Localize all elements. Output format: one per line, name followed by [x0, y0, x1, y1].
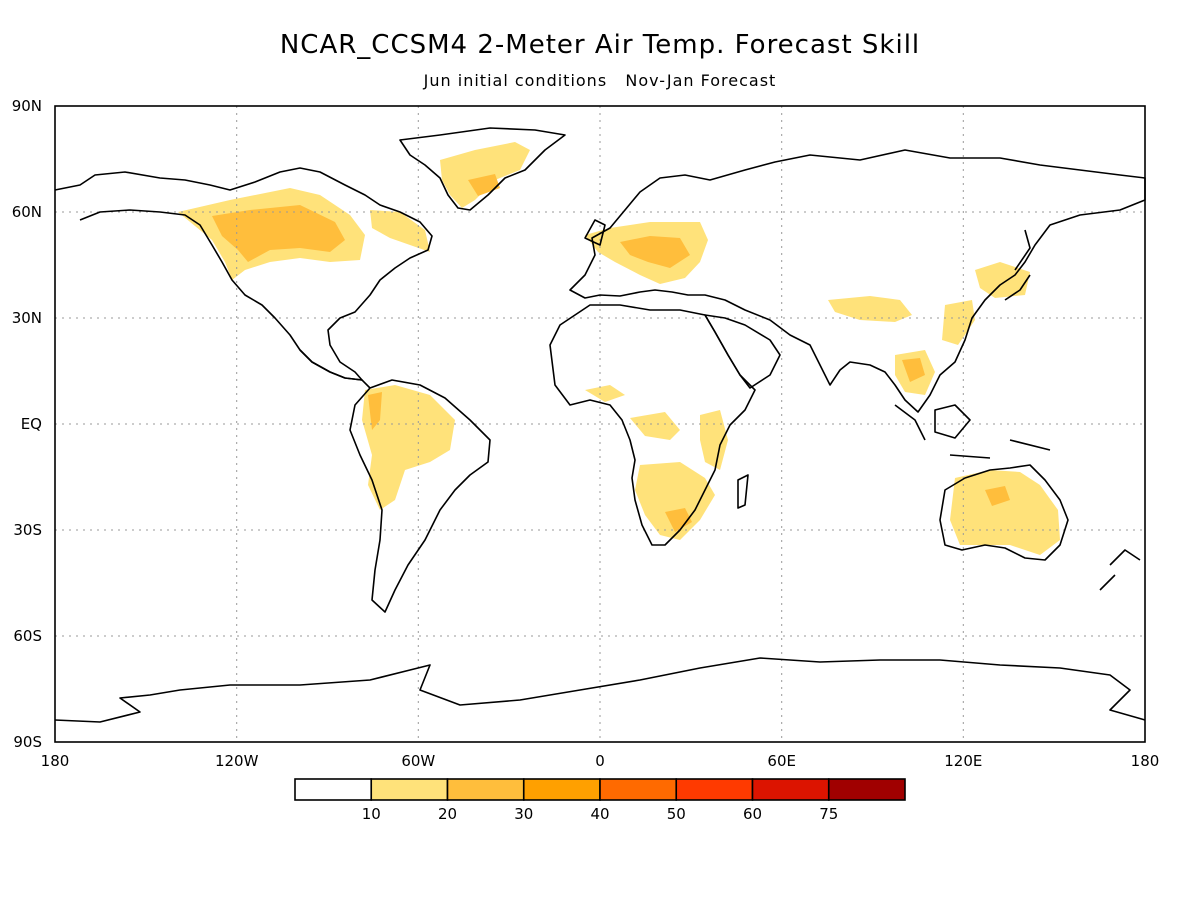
coastline-greenland [399, 127, 566, 211]
colorbar-label: 30 [514, 805, 533, 823]
x-tick-label: 60W [401, 752, 435, 770]
colorbar-label: 60 [743, 805, 762, 823]
skill-region-greenland [440, 142, 530, 208]
colorbar-swatch [675, 778, 754, 801]
y-tick-label: 60N [12, 203, 42, 221]
colorbar-swatch [446, 778, 525, 801]
coastline-south-america [349, 379, 491, 613]
skill-region-andes-core [368, 392, 382, 430]
skill-region-amazon [362, 385, 455, 510]
skill-shading [178, 142, 1060, 555]
y-tick-label: 60S [13, 627, 42, 645]
map-plot-area [54, 105, 1146, 743]
x-tick-label: 120E [944, 752, 982, 770]
coastline-antarctica [54, 657, 1146, 723]
skill-region-central-asia [828, 296, 912, 322]
skill-region-southern-africa [635, 462, 715, 540]
coastline-africa [549, 304, 756, 546]
colorbar-swatch [294, 778, 373, 801]
y-axis-labels: 90N 60N 30N EQ 30S 60S 90S [12, 97, 42, 751]
colorbar-label: 50 [667, 805, 686, 823]
coastline-japan [1004, 229, 1031, 301]
chart-title: NCAR_CCSM4 2-Meter Air Temp. Forecast Sk… [280, 30, 920, 60]
coastline-uk [584, 219, 606, 246]
colorbar-swatch [370, 778, 449, 801]
colorbar-label: 20 [438, 805, 457, 823]
y-tick-label: 30N [12, 309, 42, 327]
skill-region-europe-core [620, 236, 690, 268]
colorbar-swatch [522, 778, 601, 801]
skill-region-southern-africa-core [665, 508, 692, 532]
coastline-arabia [704, 314, 781, 389]
x-tick-label: 180 [1131, 752, 1160, 770]
coastline-australia [939, 464, 1069, 561]
colorbar-swatch [599, 778, 678, 801]
y-tick-label: EQ [21, 415, 42, 433]
skill-region-korea-japan [975, 262, 1030, 298]
coastline-new-zealand [1099, 549, 1141, 591]
x-axis-labels: 180 120W 60W 0 60E 120E 180 [41, 752, 1160, 770]
skill-region-west-africa [585, 385, 625, 402]
x-tick-label: 0 [595, 752, 605, 770]
colorbar-swatch [827, 778, 906, 801]
colorbar-legend: 10 20 30 40 50 60 75 [294, 778, 906, 823]
y-tick-label: 30S [13, 521, 42, 539]
coastline-indonesia [894, 404, 1051, 459]
skill-region-canada-core [212, 205, 345, 262]
y-tick-label: 90S [13, 733, 42, 751]
coastline-central-america [299, 349, 371, 389]
skill-region-east-africa [700, 410, 728, 470]
skill-region-central-africa [630, 412, 680, 440]
coastline-madagascar [737, 474, 749, 509]
skill-region-east-asia [942, 300, 975, 345]
skill-region-indochina-core [902, 358, 925, 382]
coastline-north-america [54, 167, 433, 381]
x-tick-label: 180 [41, 752, 70, 770]
x-tick-label: 60E [767, 752, 796, 770]
chart-subtitle: Jun initial conditions Nov-Jan Forecast [423, 71, 777, 90]
skill-region-labrador [370, 210, 430, 252]
plot-frame [54, 105, 1146, 743]
colorbar-label: 75 [819, 805, 838, 823]
coastline-eurasia [569, 149, 1146, 413]
x-tick-label: 120W [215, 752, 259, 770]
coastlines [54, 127, 1146, 723]
skill-region-australia [950, 470, 1060, 555]
gridlines [55, 106, 1145, 742]
y-tick-label: 90N [12, 97, 42, 115]
colorbar-label: 40 [590, 805, 609, 823]
colorbar-label: 10 [362, 805, 381, 823]
skill-region-australia-core [985, 486, 1010, 506]
colorbar-swatch [751, 778, 830, 801]
